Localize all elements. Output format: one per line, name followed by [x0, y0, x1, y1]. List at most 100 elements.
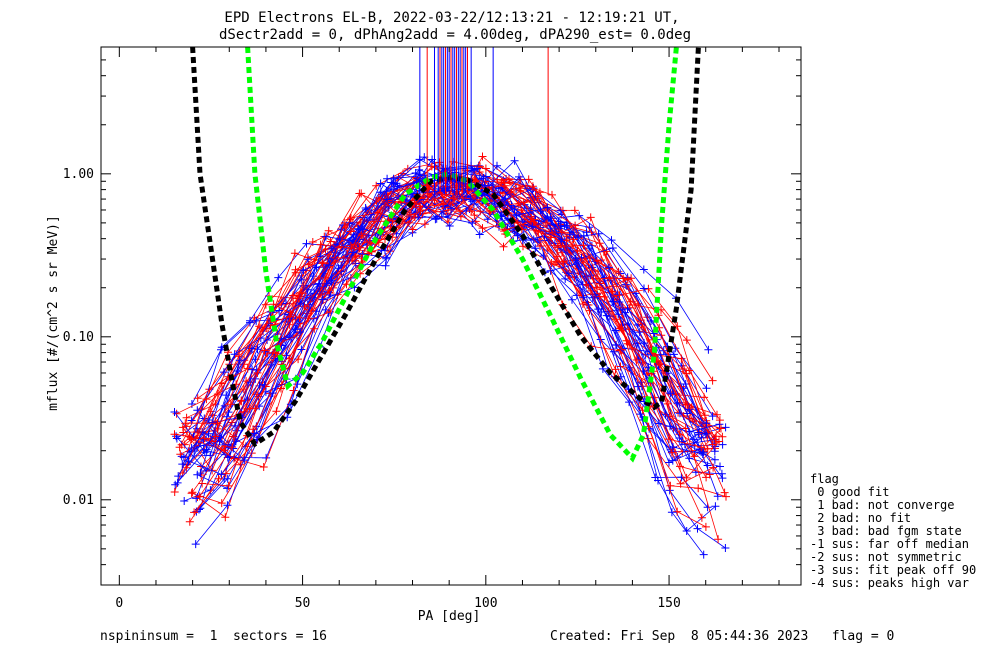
data-point [575, 211, 584, 220]
legend-item: -3 sus: fit peak off 90 [810, 563, 976, 577]
data-point [295, 313, 304, 322]
data-point [180, 440, 189, 449]
data-point [651, 473, 660, 482]
data-point [358, 225, 367, 234]
data-point [260, 346, 269, 355]
data-point [321, 232, 330, 241]
data-point [607, 236, 616, 245]
y-tick-label: 0.10 [63, 330, 94, 345]
data-point [557, 235, 566, 244]
x-tick-label: 0 [115, 596, 123, 611]
data-point [664, 435, 673, 444]
data-point [355, 243, 364, 252]
data-point [468, 166, 477, 175]
data-point [697, 513, 706, 522]
data-point [667, 508, 676, 517]
data-point [623, 275, 632, 284]
data-point [347, 244, 356, 252]
data-point [496, 188, 505, 197]
data-point [219, 368, 228, 377]
data-point [246, 318, 254, 327]
vline-layer [419, 47, 549, 196]
data-point [710, 455, 719, 464]
data-point [673, 399, 682, 408]
data-point [711, 502, 720, 511]
flux-trace [191, 165, 703, 518]
data-point [685, 366, 694, 375]
data-point [179, 453, 188, 462]
legend-item: -4 sus: peaks high var [810, 576, 969, 590]
data-point [192, 434, 201, 443]
data-point [381, 261, 390, 270]
data-point [324, 226, 333, 235]
data-point [297, 345, 306, 354]
data-point [354, 224, 363, 233]
y-axis-label: mflux [#/(cm^2 s sr MeV)] [46, 215, 61, 411]
data-point [615, 298, 624, 306]
data-point [602, 311, 611, 320]
flux-trace [174, 176, 707, 486]
data-point [188, 488, 197, 497]
data-point [303, 285, 312, 294]
data-point [269, 348, 277, 357]
data-point [600, 293, 609, 301]
data-point [569, 235, 578, 244]
data-point [560, 221, 569, 230]
data-point [223, 501, 232, 510]
chart-subtitle: dSectr2add = 0, dPhAng2add = 4.00deg, dP… [219, 27, 691, 43]
data-point [456, 207, 464, 216]
data-point [593, 257, 601, 265]
data-point [669, 443, 677, 451]
data-point [439, 199, 448, 208]
data-point [367, 210, 376, 219]
footer-right: Created: Fri Sep 8 05:44:36 2023 flag = … [550, 629, 894, 644]
data-point [378, 194, 386, 203]
data-point [175, 443, 184, 452]
data-point [310, 324, 319, 333]
data-point [420, 220, 429, 229]
data-point [562, 236, 571, 245]
data-point [476, 207, 485, 216]
data-point [704, 345, 713, 354]
data-point [229, 444, 238, 453]
data-point [408, 225, 417, 234]
data-point [536, 242, 544, 251]
data-point [531, 244, 540, 253]
data-point [524, 175, 533, 184]
data-point [170, 408, 179, 416]
data-point [217, 345, 225, 354]
y-tick-label: 0.01 [63, 493, 94, 508]
data-point [528, 182, 537, 191]
data-point [694, 484, 703, 493]
legend-item: 0 good fit [810, 485, 889, 499]
data-point [493, 175, 502, 184]
data-point [235, 356, 244, 365]
data-point [255, 322, 264, 331]
data-point [493, 161, 501, 170]
data-point [221, 442, 229, 451]
data-point [543, 203, 552, 212]
x-axis-label: PA [deg] [418, 609, 481, 624]
data-point [224, 481, 233, 490]
data-point [272, 407, 281, 416]
data-point [721, 544, 730, 552]
data-point [193, 394, 202, 403]
data-point [296, 328, 304, 336]
data-point [275, 306, 284, 315]
data-point [285, 312, 294, 321]
data-point [578, 300, 587, 308]
data-point [528, 222, 537, 231]
fit-curve-layer [190, 47, 701, 463]
data-point [475, 230, 484, 239]
data-point [327, 276, 336, 285]
data-point [608, 244, 617, 252]
data-point [289, 291, 298, 300]
data-point [459, 194, 467, 202]
data-point [709, 463, 718, 472]
data-point [261, 300, 270, 309]
data-point [384, 203, 393, 211]
data-point [213, 419, 222, 428]
data-point [635, 328, 644, 337]
data-point [666, 389, 675, 398]
data-point [240, 456, 249, 465]
